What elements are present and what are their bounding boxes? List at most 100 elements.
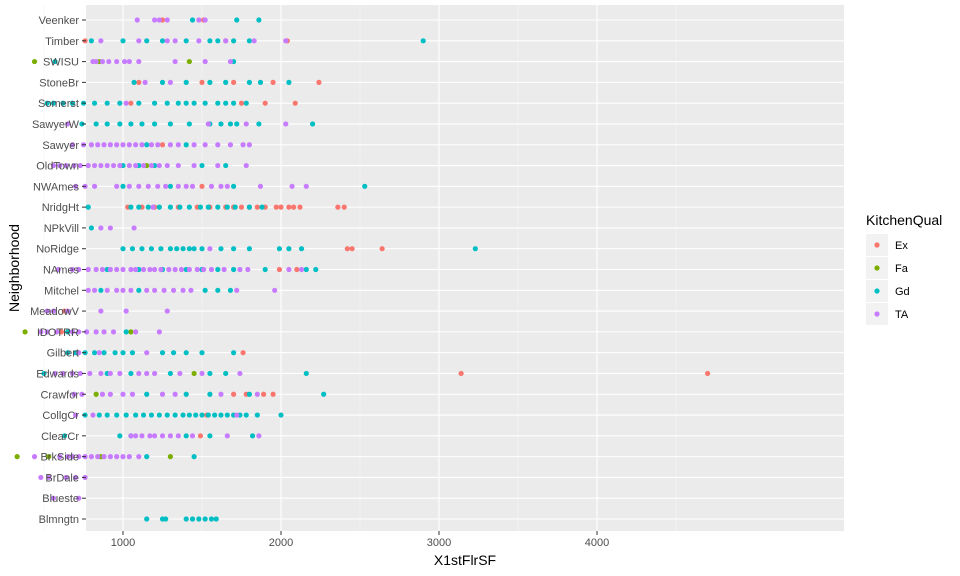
data-point xyxy=(175,100,181,106)
data-point xyxy=(215,38,221,44)
data-point xyxy=(246,204,252,210)
y-tick-label: Edwards xyxy=(36,368,79,380)
data-point xyxy=(167,204,173,210)
data-point xyxy=(215,142,221,148)
data-point xyxy=(73,412,79,418)
data-point xyxy=(232,204,238,210)
data-point xyxy=(150,204,156,210)
data-point xyxy=(152,370,158,377)
data-point xyxy=(110,162,117,169)
data-point xyxy=(50,308,57,314)
data-point xyxy=(144,391,150,397)
data-point xyxy=(120,287,126,293)
data-point xyxy=(112,350,118,356)
data-point xyxy=(158,266,164,273)
x-tick-label: 2000 xyxy=(269,537,293,549)
data-point xyxy=(101,454,107,460)
data-point xyxy=(52,58,58,65)
y-tick-label: MeadowV xyxy=(30,306,80,318)
x-tick-label: 3000 xyxy=(427,537,451,549)
data-point xyxy=(136,38,142,44)
legend-label: TA xyxy=(895,309,909,321)
data-point xyxy=(120,391,126,397)
data-point xyxy=(156,17,162,23)
data-point xyxy=(221,266,227,273)
data-point xyxy=(227,287,234,293)
data-point xyxy=(186,58,192,65)
data-point xyxy=(93,391,99,397)
data-point xyxy=(231,79,237,85)
data-point xyxy=(164,17,170,23)
data-point xyxy=(145,204,151,210)
y-tick-label: Blmngtn xyxy=(39,514,79,526)
data-point xyxy=(207,433,213,439)
data-point xyxy=(133,329,139,335)
data-point xyxy=(104,100,110,106)
data-point xyxy=(107,370,113,377)
x-tick-label: 1000 xyxy=(111,537,135,549)
data-point xyxy=(262,100,268,106)
data-point xyxy=(107,454,113,460)
data-point xyxy=(61,433,68,439)
data-point xyxy=(139,121,145,127)
data-point xyxy=(91,287,98,293)
data-point xyxy=(128,266,134,273)
data-point xyxy=(240,142,246,148)
data-point xyxy=(207,370,213,377)
data-point xyxy=(246,142,252,148)
data-point xyxy=(148,246,155,252)
data-point xyxy=(114,412,120,418)
data-point xyxy=(231,100,237,106)
data-point xyxy=(283,38,289,44)
data-point xyxy=(164,38,170,44)
data-point xyxy=(57,162,63,169)
data-point xyxy=(175,183,181,189)
data-point xyxy=(243,121,249,127)
y-tick-label: NoRidge xyxy=(36,244,79,256)
y-tick-label: OldTown xyxy=(36,161,79,173)
data-point xyxy=(128,370,134,377)
data-point xyxy=(41,370,47,377)
data-point xyxy=(44,100,50,106)
data-point xyxy=(152,266,158,273)
data-point xyxy=(133,412,139,418)
data-point xyxy=(218,121,224,127)
data-point xyxy=(194,266,200,273)
data-point xyxy=(85,162,91,169)
data-point xyxy=(202,17,208,23)
legend-key-ta xyxy=(874,311,880,317)
data-point xyxy=(60,370,66,377)
data-point xyxy=(65,121,71,127)
data-point xyxy=(215,162,221,169)
data-point xyxy=(199,183,205,189)
data-point xyxy=(104,162,110,169)
y-tick-label: StoneBr xyxy=(39,77,79,89)
data-point xyxy=(167,370,173,377)
data-point xyxy=(278,204,284,210)
data-point xyxy=(205,412,211,418)
data-point xyxy=(96,412,102,418)
data-point xyxy=(58,329,64,335)
data-point xyxy=(183,350,189,356)
data-point xyxy=(69,329,76,335)
data-point xyxy=(170,350,177,356)
data-point xyxy=(129,350,136,356)
data-point xyxy=(96,350,102,356)
data-point xyxy=(144,38,150,44)
data-point xyxy=(85,204,91,210)
data-point xyxy=(54,329,60,335)
data-point xyxy=(98,308,104,314)
data-point xyxy=(65,329,71,335)
data-point xyxy=(167,246,173,252)
data-point xyxy=(120,350,126,356)
data-point xyxy=(114,287,120,293)
data-point xyxy=(189,433,196,439)
data-point xyxy=(110,329,117,335)
data-point xyxy=(183,38,189,44)
data-point xyxy=(172,412,178,418)
data-point xyxy=(38,474,44,481)
data-point xyxy=(128,204,134,210)
data-point xyxy=(136,370,142,377)
data-point xyxy=(104,412,110,418)
